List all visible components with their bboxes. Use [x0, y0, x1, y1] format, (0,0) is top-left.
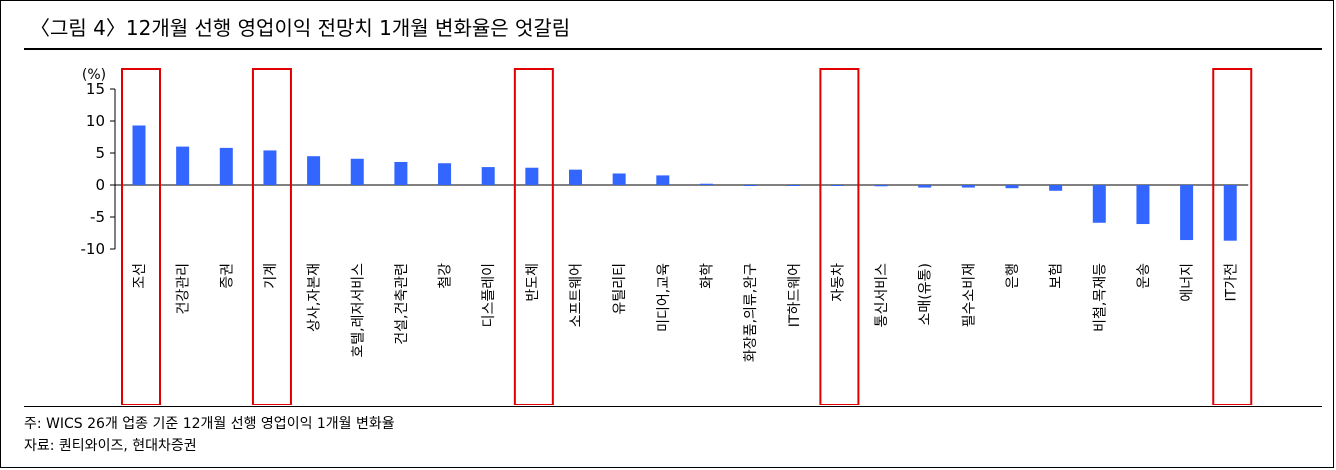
- category-label-12: 유틸리티: [612, 263, 628, 315]
- bar-14: [699, 183, 713, 185]
- bar-4: [263, 150, 277, 185]
- bar-15: [743, 185, 757, 186]
- highlight-box-26: [1212, 68, 1253, 405]
- bar-21: [1005, 185, 1019, 189]
- category-label-8: 철강: [438, 263, 454, 289]
- category-label-10: 반도체: [525, 263, 541, 302]
- category-label-14: 화학: [699, 263, 715, 289]
- category-label-23: 비철,목재등: [1092, 263, 1108, 332]
- category-label-21: 은행: [1005, 263, 1021, 289]
- bar-23: [1092, 185, 1106, 223]
- category-label-16: IT하드웨어: [787, 263, 803, 327]
- category-label-22: 보험: [1049, 263, 1065, 289]
- bar-26: [1223, 185, 1237, 241]
- category-label-17: 자동차: [830, 263, 846, 302]
- category-label-24: 운송: [1136, 263, 1152, 289]
- title-rule: [24, 48, 1322, 50]
- category-label-4: 기계: [263, 263, 279, 289]
- footnote: 주: WICS 26개 업종 기준 12개월 선행 영업이익 1개월 변화율: [24, 416, 395, 432]
- category-label-7: 건설,건축관련: [394, 263, 410, 345]
- category-label-5: 상사,자본재: [307, 263, 323, 332]
- category-label-9: 디스플레이: [481, 263, 497, 327]
- category-label-18: 통신서비스: [874, 263, 890, 328]
- highlight-box-1: [121, 68, 161, 405]
- bar-18: [874, 185, 888, 187]
- bar-24: [1136, 185, 1150, 225]
- figure-title: 〈그림 4〉12개월 선행 영업이익 전망치 1개월 변화율은 엇갈림: [30, 16, 571, 40]
- category-label-15: 화장품,의류,완구: [743, 263, 759, 362]
- source-note: 자료: 퀀티와이즈, 현대차증권: [24, 438, 197, 454]
- bar-2: [176, 146, 190, 185]
- bar-6: [350, 158, 364, 185]
- y-tick-label: 0: [95, 176, 105, 194]
- category-label-6: 호텔,레저서비스: [350, 263, 366, 358]
- category-label-25: 에너지: [1180, 263, 1196, 302]
- bar-10: [525, 167, 539, 185]
- figure-notes: 주: WICS 26개 업종 기준 12개월 선행 영업이익 1개월 변화율 자…: [24, 406, 1322, 457]
- bar-3: [219, 147, 233, 185]
- category-label-19: 소매(유통): [918, 263, 934, 325]
- category-label-1: 조선: [132, 263, 148, 289]
- bar-9: [481, 167, 495, 185]
- y-axis-label: (%): [82, 67, 106, 83]
- highlight-box-10: [513, 68, 554, 405]
- highlight-box-17: [819, 68, 860, 405]
- bar-16: [787, 185, 801, 186]
- bar-8: [438, 163, 452, 185]
- category-label-26: IT가전: [1223, 263, 1239, 301]
- bar-chart: (%)15 10 5 0 -5 -10 조선 건강관리 증권 기계 상사,자본재 호텔,레저서비스 건설…: [81, 67, 1253, 405]
- bar-1: [132, 125, 146, 185]
- category-label-13: 미디어,교육: [656, 263, 672, 332]
- bar-5: [307, 156, 321, 185]
- highlight-box-4: [251, 68, 292, 405]
- bar-11: [569, 169, 582, 185]
- bar-12: [612, 173, 626, 185]
- y-tick-label: 5: [95, 144, 105, 162]
- bar-13: [656, 175, 670, 185]
- bar-20: [961, 185, 975, 188]
- category-label-2: 건강관리: [176, 263, 192, 315]
- category-label-11: 소프트웨어: [569, 263, 585, 327]
- bar-7: [394, 161, 408, 185]
- y-tick-label: -5: [90, 208, 105, 226]
- y-tick-label: 10: [86, 112, 105, 130]
- y-tick-label: -10: [81, 240, 106, 258]
- bar-17: [830, 185, 844, 186]
- category-label-3: 증권: [219, 263, 235, 289]
- bar-19: [918, 185, 932, 188]
- bar-25: [1180, 185, 1194, 241]
- bar-22: [1049, 185, 1063, 191]
- y-tick-label: 15: [86, 80, 105, 98]
- category-label-20: 필수소비재: [961, 263, 977, 327]
